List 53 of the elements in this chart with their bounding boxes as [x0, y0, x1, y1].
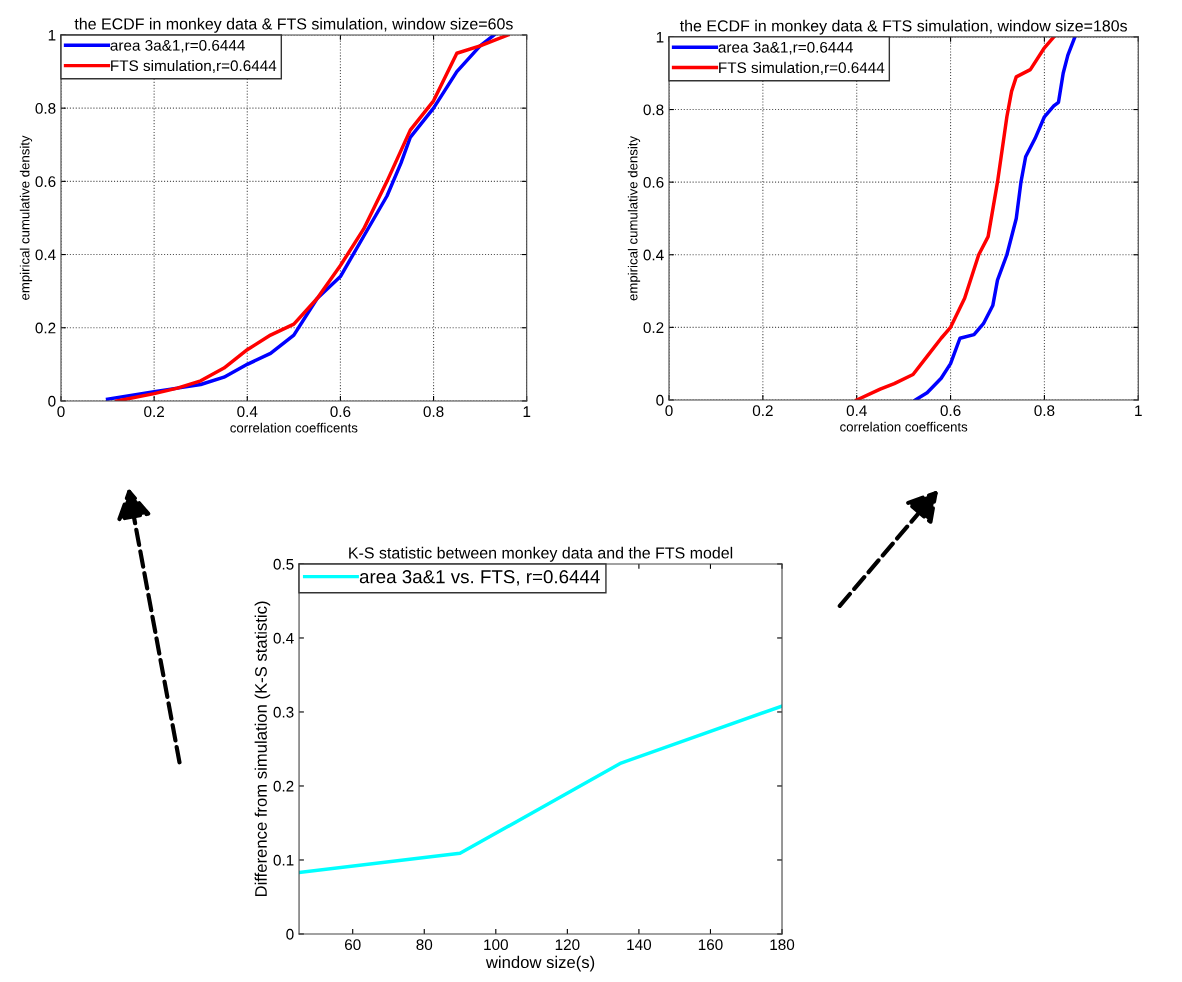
y-tick-label: 0.6 — [35, 176, 56, 188]
legend-label: area 3a&1,r=0.6444 — [718, 41, 853, 55]
line-series — [913, 36, 1077, 400]
x-tick-label: 1 — [523, 406, 531, 417]
x-tick-label: 1 — [1135, 405, 1142, 416]
y-axis-title: empirical cumulative density — [627, 135, 641, 301]
x-axis-title: window size(s) — [485, 955, 595, 972]
y-tick-label: 0 — [286, 928, 294, 940]
x-tick-label: 0.8 — [1034, 405, 1055, 417]
y-tick-label: 0 — [656, 394, 664, 406]
y-tick-label: 0.2 — [643, 322, 664, 334]
legend-label: area 3a&1 vs. FTS, r=0.6444 — [359, 570, 600, 586]
y-tick-label: 0.8 — [643, 104, 664, 116]
y-tick-label: 0.2 — [35, 322, 56, 334]
y-tick-label: 0.4 — [643, 249, 664, 261]
y-tick-label: 0.4 — [273, 632, 294, 644]
x-tick-label: 0.2 — [144, 406, 164, 418]
x-tick-label: 100 — [484, 939, 508, 951]
x-tick-label: 0.2 — [752, 405, 773, 417]
legend-label: FTS simulation,r=0.6444 — [719, 61, 885, 75]
x-tick-label: 0.6 — [940, 405, 961, 417]
x-tick-label: 0 — [57, 406, 65, 418]
y-axis-title: empirical cumulative density — [19, 135, 33, 300]
x-tick-label: 0.4 — [846, 405, 867, 417]
x-tick-label: 0.8 — [423, 406, 444, 418]
y-tick-label: 0 — [48, 395, 56, 407]
chart-title: K-S statistic between monkey data and the FTS model — [349, 546, 733, 562]
chart-title: the ECDF in monkey data & FTS simulation, window size=60s — [74, 17, 513, 33]
x-axis-title: correlation coefficents — [230, 422, 358, 433]
x-tick-label: 60 — [344, 939, 361, 951]
y-tick-label: 1 — [48, 29, 56, 41]
x-tick-label: 160 — [698, 939, 723, 951]
y-tick-label: 0.2 — [273, 780, 294, 792]
y-tick-label: 0.5 — [273, 558, 294, 570]
y-tick-label: 1 — [656, 31, 664, 43]
x-tick-label: 140 — [627, 939, 652, 951]
legend-label: FTS simulation,r=0.6444 — [111, 59, 277, 73]
legend-label: area 3a&1,r=0.6444 — [110, 39, 245, 53]
y-tick-label: 0.3 — [273, 706, 294, 718]
y-tick-label: 0.8 — [35, 103, 56, 114]
y-axis-title: Difference from simulation (K-S statistic) — [254, 601, 271, 897]
x-axis-title: correlation coefficents — [840, 421, 968, 432]
x-tick-label: 180 — [770, 939, 795, 951]
chart-title: the ECDF in monkey data & FTS simulation, window size=180s — [679, 19, 1127, 35]
x-tick-label: 0.4 — [237, 406, 258, 418]
x-tick-label: 80 — [416, 939, 433, 951]
line-series — [299, 704, 783, 875]
y-tick-label: 0.4 — [35, 249, 56, 261]
x-tick-label: 120 — [555, 939, 580, 951]
x-tick-label: 0.6 — [330, 406, 351, 418]
y-tick-label: 0.6 — [643, 177, 664, 188]
y-tick-label: 0.1 — [273, 854, 294, 866]
x-tick-label: 0 — [665, 405, 673, 417]
